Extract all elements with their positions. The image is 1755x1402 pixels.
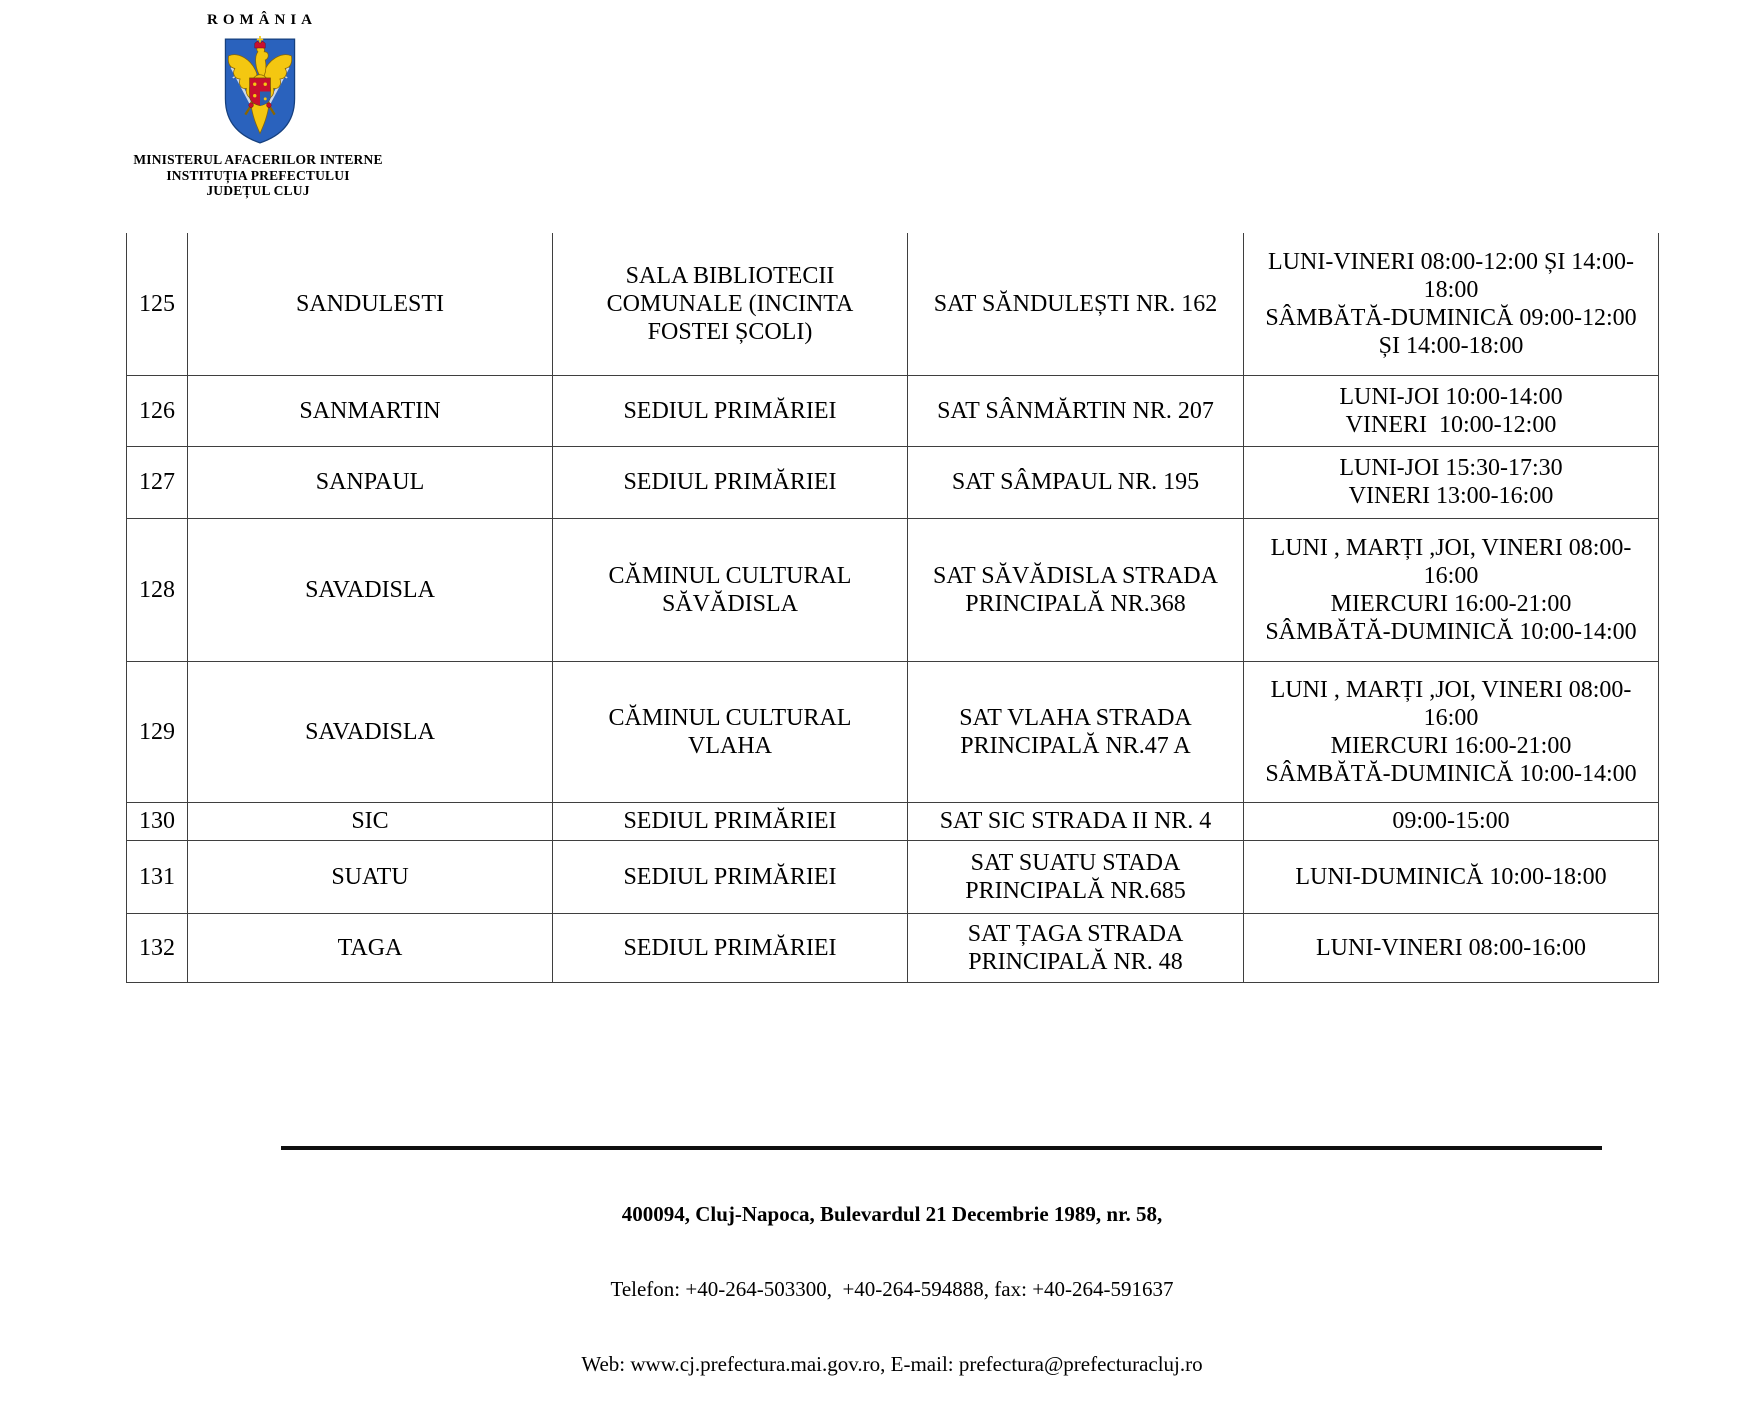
table-row: 131 SUATU SEDIUL PRIMĂRIEI SAT SUATU STADA … xyxy=(126,839,1659,914)
crown xyxy=(248,40,272,108)
cell-locality: SANDULESTI xyxy=(187,233,553,376)
polling-locations-table: 125 SANDULESTI SALA BIBLIOTECII COMUNALE (… xyxy=(126,233,1659,983)
cell-schedule: LUNI-VINERI 08:00-16:00 xyxy=(1243,912,1659,983)
cell-schedule: LUNI-DUMINICĂ 10:00-18:00 xyxy=(1243,839,1659,914)
ministry-name: MINISTERUL AFACERILOR INTERNE xyxy=(133,152,383,167)
cell-number: 127 xyxy=(126,445,188,519)
cell-locality: TAGA xyxy=(187,912,553,983)
county-name: JUDEȚUL CLUJ xyxy=(206,183,310,198)
letterhead: MINISTERUL AFACERILOR INTERNE INSTITUȚIA… xyxy=(83,152,433,199)
cell-address: SAT SUATU STADA PRINCIPALĂ NR.685 xyxy=(907,839,1244,914)
cell-number: 125 xyxy=(126,233,188,376)
footer-divider xyxy=(281,1146,1602,1150)
cell-number: 128 xyxy=(126,517,188,662)
cell-address: SAT SĂNDULEȘTI NR. 162 xyxy=(907,233,1244,376)
cell-venue: CĂMINUL CULTURAL VLAHA xyxy=(552,660,908,803)
document-page: { "header": { "country_label": "ROMÂNIA"… xyxy=(83,12,1659,1376)
cell-address: SAT ȚAGA STRADA PRINCIPALĂ NR. 48 xyxy=(907,912,1244,983)
cell-schedule: 09:00-15:00 xyxy=(1243,801,1659,841)
cell-locality: SIC xyxy=(187,801,553,841)
table-body: 125 SANDULESTI SALA BIBLIOTECII COMUNALE (… xyxy=(126,233,1659,983)
cell-locality: SANPAUL xyxy=(187,445,553,519)
cell-schedule: LUNI-JOI 15:30-17:30 VINERI 13:00-16:00 xyxy=(1243,445,1659,519)
cell-number: 126 xyxy=(126,374,188,447)
romania-coat-of-arms-icon xyxy=(224,36,296,144)
cell-address: SAT VLAHA STRADA PRINCIPALĂ NR.47 A xyxy=(907,660,1244,803)
cell-venue: CĂMINUL CULTURAL SĂVĂDISLA xyxy=(552,517,908,662)
cell-venue: SALA BIBLIOTECII COMUNALE (INCINTA FOSTE… xyxy=(552,233,908,376)
cell-address: SAT SÂNMĂRTIN NR. 207 xyxy=(907,374,1244,447)
cell-schedule: LUNI-VINERI 08:00-12:00 ȘI 14:00- 18:00 … xyxy=(1243,233,1659,376)
cell-schedule: LUNI-JOI 10:00-14:00 VINERI 10:00-12:00 xyxy=(1243,374,1659,447)
cell-venue: SEDIUL PRIMĂRIEI xyxy=(552,912,908,983)
cell-schedule: LUNI , MARȚI ,JOI, VINERI 08:00- 16:00 M… xyxy=(1243,660,1659,803)
table-row: 129 SAVADISLA CĂMINUL CULTURAL VLAHA SAT VL… xyxy=(126,660,1659,803)
cell-locality: SUATU xyxy=(187,839,553,914)
country-label: ROMÂNIA xyxy=(207,12,317,28)
table-row: 125 SANDULESTI SALA BIBLIOTECII COMUNALE (… xyxy=(126,233,1659,376)
cell-address: SAT SĂVĂDISLA STRADA PRINCIPALĂ NR.368 xyxy=(907,517,1244,662)
cell-address: SAT SÂMPAUL NR. 195 xyxy=(907,445,1244,519)
cell-locality: SAVADISLA xyxy=(187,660,553,803)
footer-web-email: Web: www.cj.prefectura.mai.gov.ro, E-mai… xyxy=(581,1352,1203,1376)
cell-locality: SANMARTIN xyxy=(187,374,553,447)
cell-venue: SEDIUL PRIMĂRIEI xyxy=(552,801,908,841)
cell-schedule: LUNI , MARȚI ,JOI, VINERI 08:00- 16:00 M… xyxy=(1243,517,1659,662)
cell-number: 131 xyxy=(126,839,188,914)
table-row: 126 SANMARTIN SEDIUL PRIMĂRIEI SAT SÂNMĂRTI… xyxy=(126,374,1659,447)
footer-address: 400094, Cluj-Napoca, Bulevardul 21 Decem… xyxy=(621,1202,1163,1226)
table-row: 128 SAVADISLA CĂMINUL CULTURAL SĂVĂDISLA SA… xyxy=(126,517,1659,662)
institution-name: INSTITUȚIA PREFECTULUI xyxy=(166,167,350,183)
footer: 400094, Cluj-Napoca, Bulevardul 21 Decem… xyxy=(126,1152,1658,1402)
footer-phone: Telefon: +40-264-503300, +40-264-594888,… xyxy=(610,1277,1174,1301)
table-row: 127 SANPAUL SEDIUL PRIMĂRIEI SAT SÂMPAUL NR… xyxy=(126,445,1659,519)
cell-locality: SAVADISLA xyxy=(187,517,553,662)
cell-number: 130 xyxy=(126,801,188,841)
cell-number: 132 xyxy=(126,912,188,983)
cell-venue: SEDIUL PRIMĂRIEI xyxy=(552,839,908,914)
cell-venue: SEDIUL PRIMĂRIEI xyxy=(552,445,908,519)
cell-address: SAT SIC STRADA II NR. 4 xyxy=(907,801,1244,841)
cell-number: 129 xyxy=(126,660,188,803)
table-row: 130 SIC SEDIUL PRIMĂRIEI SAT SIC STRADA II … xyxy=(126,801,1659,841)
cell-venue: SEDIUL PRIMĂRIEI xyxy=(552,374,908,447)
table-row: 132 TAGA SEDIUL PRIMĂRIEI SAT ȚAGA STRADA P… xyxy=(126,912,1659,983)
escutcheon xyxy=(249,77,271,106)
